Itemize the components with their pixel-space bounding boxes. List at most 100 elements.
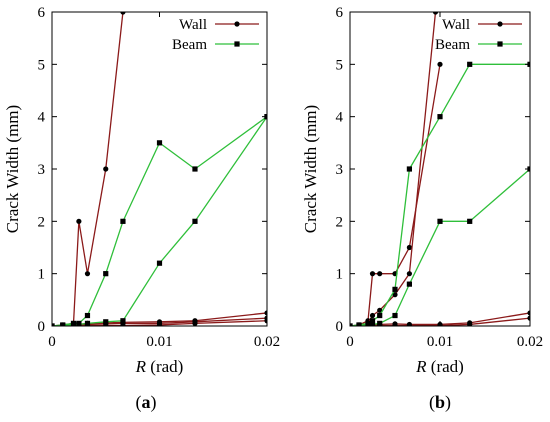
- x-axis-label-unit: (rad): [146, 357, 183, 376]
- chart-panel-a: 0 1 2 3 4 5 6 0 0.01 0.02 R (rad) Crack Width (mm) W…: [3, 5, 280, 413]
- plot-area: [52, 12, 267, 326]
- y-tick-label: 4: [336, 110, 344, 126]
- data-point-wall-3-9: [264, 318, 267, 324]
- data-point-beam-4-7: [437, 114, 443, 120]
- y-tick-label: 3: [38, 162, 46, 178]
- caption-paren-close: ): [445, 392, 451, 413]
- data-point-beam-5-1: [356, 323, 362, 326]
- y-tick-label: 1: [38, 267, 46, 283]
- data-point-beam-5-7: [156, 260, 163, 266]
- data-point-beam-4-6: [406, 166, 412, 172]
- data-point-beam-4-3: [369, 318, 376, 324]
- data-point-wall-1-6: [406, 271, 412, 277]
- data-point-beam-5-6: [120, 318, 126, 324]
- y-tick-label: 5: [38, 57, 46, 73]
- caption-letter: b: [435, 392, 445, 412]
- legend-marker-beam: [234, 41, 240, 47]
- y-axis-label: Crack Width (mm): [301, 105, 320, 233]
- data-point-beam-4-4: [84, 312, 91, 319]
- data-point-beam-5-5: [103, 319, 109, 325]
- data-point-beam-5-2: [365, 322, 371, 326]
- data-point-beam-5-6: [406, 281, 412, 287]
- x-axis-label: R (rad): [135, 357, 184, 376]
- plot-frame: [51, 11, 268, 327]
- series-line-beam-5: [52, 116, 267, 326]
- data-point-beam-5-4: [84, 320, 91, 326]
- data-point-wall-1-5: [392, 292, 398, 298]
- plot-area: [350, 12, 530, 326]
- legend-label-beam: Beam: [172, 37, 207, 53]
- data-point-wall-1-4: [377, 307, 383, 313]
- data-point-beam-4-4: [377, 312, 383, 319]
- data-point-wall-0-3: [76, 218, 82, 224]
- caption-letter: a: [142, 392, 151, 412]
- y-tick-label: 6: [336, 5, 344, 21]
- y-tick-label: 0: [38, 319, 46, 335]
- data-point-beam-5-3: [76, 321, 82, 326]
- series-line-beam-4: [52, 116, 267, 326]
- legend-marker-wall: [234, 21, 240, 27]
- data-point-beam-4-5: [103, 271, 109, 277]
- data-point-beam-5-3: [369, 321, 376, 326]
- y-tick-label: 2: [336, 214, 344, 230]
- data-point-beam-5-1: [60, 322, 66, 326]
- legend-label-beam: Beam: [435, 37, 470, 53]
- x-tick-label: 0.02: [517, 334, 543, 350]
- x-axis-label: R (rad): [415, 357, 464, 376]
- data-point-wall-2-9: [527, 310, 530, 316]
- x-tick-label: 0: [346, 334, 354, 350]
- y-tick-label: 5: [336, 57, 344, 73]
- data-point-wall-1-3: [369, 312, 376, 319]
- data-point-beam-5-4: [377, 320, 383, 326]
- x-axis-label-unit: (rad): [427, 357, 464, 376]
- data-point-beam-4-7: [156, 140, 163, 146]
- x-axis-label-symbol: R: [135, 357, 147, 376]
- data-point-beam-4-6: [120, 218, 126, 224]
- data-point-beam-5-0: [52, 323, 55, 326]
- data-point-wall-3-8: [467, 321, 473, 326]
- panel-caption-a: (a): [136, 392, 157, 413]
- x-tick-label: 0.01: [427, 334, 453, 350]
- caption-paren-open: (: [429, 392, 435, 413]
- data-point-wall-1-9: [264, 310, 267, 316]
- y-tick-label: 3: [336, 162, 344, 178]
- chart-panel-b: 0 1 2 3 4 5 6 0 0.01 0.02 R (rad) Crack Width (mm) W…: [301, 5, 543, 413]
- data-point-wall-0-7: [437, 61, 443, 67]
- panel-caption-b: (b): [429, 392, 451, 413]
- y-tick-label: 1: [336, 267, 344, 283]
- data-point-wall-3-5: [392, 322, 398, 326]
- data-point-beam-5-2: [70, 322, 77, 326]
- data-point-wall-3-6: [120, 322, 126, 326]
- data-point-wall-3-9: [527, 315, 530, 321]
- data-point-wall-0-5: [103, 166, 109, 172]
- data-point-beam-5-8: [192, 218, 198, 224]
- x-axis-label-symbol: R: [415, 357, 427, 376]
- y-tick-label: 0: [336, 319, 344, 335]
- caption-paren-open: (: [136, 392, 142, 413]
- series-line-wall-0: [52, 12, 124, 326]
- y-tick-label: 6: [38, 5, 46, 21]
- data-point-beam-5-7: [437, 218, 443, 224]
- series-line-beam-5: [350, 168, 530, 326]
- plot-frame: [349, 11, 531, 327]
- legend-label-wall: Wall: [442, 17, 470, 33]
- data-point-beam-4-5: [392, 286, 398, 292]
- caption-paren-close: ): [151, 392, 157, 413]
- legend-label-wall: Wall: [179, 17, 207, 33]
- x-tick-label: 0: [48, 334, 56, 350]
- series-line-wall-3: [350, 317, 530, 326]
- y-tick-label: 4: [38, 110, 46, 126]
- y-axis-label: Crack Width (mm): [3, 105, 22, 233]
- data-point-beam-5-5: [392, 312, 398, 319]
- data-point-beam-4-8: [467, 61, 473, 67]
- x-tick-label: 0.01: [146, 334, 172, 350]
- legend-marker-wall: [497, 21, 503, 27]
- data-point-wall-0-6: [406, 244, 412, 251]
- legend-marker-beam: [497, 41, 503, 47]
- x-tick-label: 0.02: [254, 334, 280, 350]
- data-point-wall-0-4: [84, 271, 91, 277]
- data-point-beam-5-0: [350, 323, 353, 326]
- data-point-beam-4-8: [192, 166, 198, 172]
- data-point-wall-1-7: [432, 12, 439, 15]
